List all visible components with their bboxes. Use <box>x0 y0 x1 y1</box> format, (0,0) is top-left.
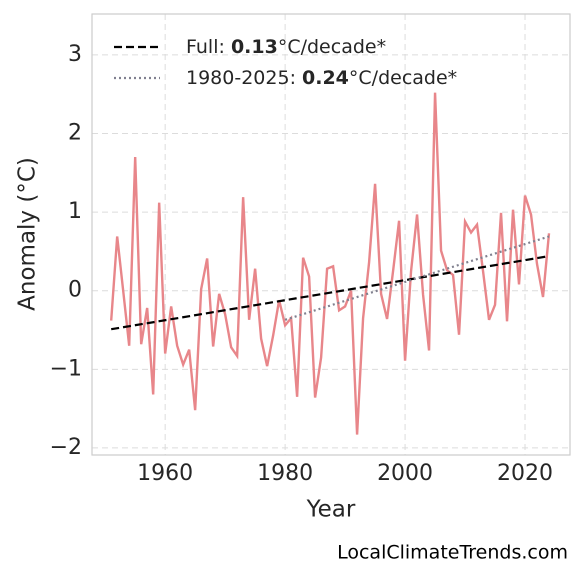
x-tick-label: 1980 <box>257 461 313 486</box>
trend-line <box>284 235 550 321</box>
y-tick-label: 2 <box>68 120 82 145</box>
y-axis-label: Anomaly (°C) <box>15 157 41 311</box>
x-tick-label: 1960 <box>137 461 193 486</box>
x-tick-label: 2000 <box>377 461 433 486</box>
trend-line <box>111 255 550 331</box>
y-tick-label: −1 <box>50 356 82 381</box>
y-tick-label: −2 <box>50 435 82 460</box>
x-tick-label: 2020 <box>497 461 553 486</box>
y-tick-label: 1 <box>68 199 82 224</box>
y-tick-label: 3 <box>68 42 82 67</box>
x-axis-label: Year <box>306 497 356 523</box>
watermark: LocalClimateTrends.com <box>337 542 568 564</box>
data-line <box>109 92 551 435</box>
legend-label: 1980-2025: 0.24°C/decade* <box>186 67 457 89</box>
legend-label: Full: 0.13°C/decade* <box>186 36 386 58</box>
y-tick-label: 0 <box>68 278 82 303</box>
plot-frame <box>91 13 571 456</box>
